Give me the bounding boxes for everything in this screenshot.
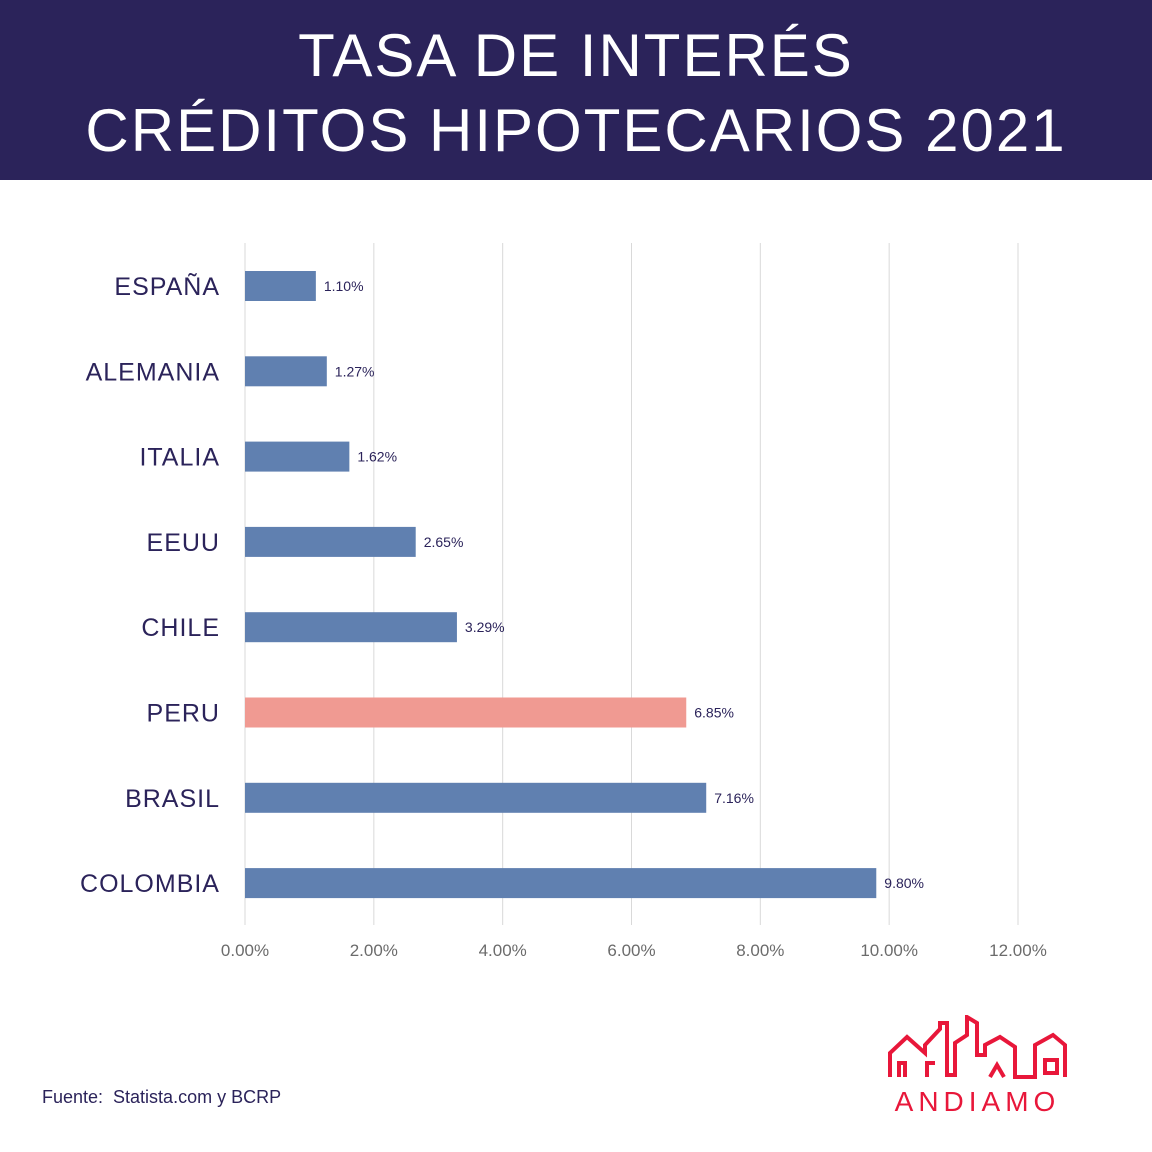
bar — [245, 356, 327, 387]
data-label: 1.10% — [324, 278, 364, 294]
data-label: 1.62% — [357, 449, 397, 465]
source-note: Fuente: Statista.com y BCRP — [42, 1087, 282, 1107]
bar — [245, 868, 877, 899]
category-label: ALEMANIA — [86, 358, 220, 386]
data-label: 9.80% — [884, 875, 924, 891]
category-label: PERU — [147, 700, 220, 728]
category-label: BRASIL — [125, 785, 220, 813]
data-label: 3.29% — [465, 619, 505, 635]
bar — [245, 612, 457, 643]
x-tick-label: 10.00% — [860, 941, 918, 960]
bar — [245, 526, 416, 557]
logo-wordmark: ANDIAMO — [894, 1086, 1061, 1117]
data-label: 1.27% — [335, 363, 375, 379]
andiamo-logo-icon — [888, 1015, 1067, 1079]
bar — [245, 697, 687, 728]
data-label: 7.16% — [714, 790, 754, 806]
data-label: 2.65% — [424, 534, 464, 550]
bar — [245, 271, 316, 301]
category-label: EEUU — [147, 529, 220, 557]
bar — [245, 782, 707, 813]
x-tick-label: 12.00% — [989, 941, 1047, 960]
title-banner: TASA DE INTERÉS CRÉDITOS HIPOTECARIOS 20… — [0, 0, 1152, 180]
x-tick-label: 0.00% — [221, 941, 269, 960]
category-label: ITALIA — [139, 444, 220, 472]
x-tick-label: 8.00% — [736, 941, 784, 960]
x-tick-label: 2.00% — [350, 941, 398, 960]
category-label: COLOMBIA — [80, 870, 220, 898]
category-label: ESPAÑA — [114, 272, 220, 301]
x-tick-label: 6.00% — [607, 941, 655, 960]
chart-title-line-2: CRÉDITOS HIPOTECARIOS 2021 — [85, 97, 1067, 164]
chart-title-line-1: TASA DE INTERÉS — [298, 22, 854, 89]
data-label: 6.85% — [694, 705, 734, 721]
x-tick-label: 4.00% — [479, 941, 527, 960]
category-label: CHILE — [141, 614, 220, 642]
bar — [245, 441, 350, 472]
